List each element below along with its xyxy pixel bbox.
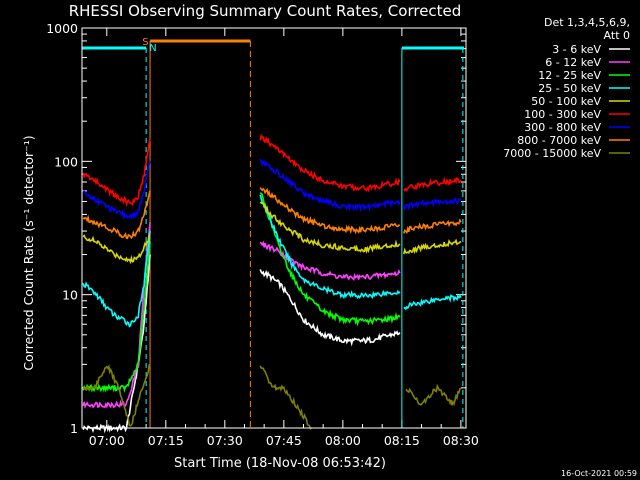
series-line <box>259 133 401 193</box>
legend-header: Det 1,3,4,5,6,9, <box>544 16 630 29</box>
series-line <box>403 238 462 255</box>
series-line <box>259 240 401 281</box>
x-tick-label: 08:15 <box>384 433 420 448</box>
legend-label: 50 - 100 keV <box>531 95 601 108</box>
series-100-300-kev <box>82 133 462 208</box>
x-tick-label: 07:15 <box>148 433 184 448</box>
series-line <box>82 161 151 221</box>
plot-frame <box>81 27 467 429</box>
series-line <box>403 293 462 311</box>
x-axis-label: Start Time (18-Nov-08 06:53:42) <box>174 456 386 471</box>
legend-label: 12 - 25 keV <box>538 69 601 82</box>
x-tick-label: 08:00 <box>325 433 361 448</box>
footer-date: 16-Oct-2021 00:59 <box>561 469 637 478</box>
legend-label: 300 - 800 keV <box>524 121 601 134</box>
series-line <box>403 176 462 193</box>
series-line <box>403 196 462 212</box>
series-line <box>82 231 151 328</box>
legend-label: 800 - 7000 keV <box>517 134 601 147</box>
series-line <box>259 194 401 300</box>
series-7000-15000-kev <box>83 363 462 430</box>
annotation-n: N <box>149 43 156 54</box>
legend-header: Att 0 <box>604 29 630 42</box>
series-25-50-kev <box>82 194 462 328</box>
chart-title: RHESSI Observing Summary Count Rates, Co… <box>69 2 462 20</box>
y-tick-label: 1 <box>70 421 78 436</box>
x-tick-label: 07:45 <box>266 433 302 448</box>
series-line <box>259 192 401 327</box>
series-line <box>403 218 462 235</box>
series-line <box>259 365 312 430</box>
y-tick-label: 1000 <box>46 21 78 36</box>
legend-label: 100 - 300 keV <box>524 108 601 121</box>
series-line <box>82 241 151 393</box>
series-line <box>82 137 151 208</box>
series-50-100-kev <box>82 201 462 265</box>
series-line <box>82 234 151 265</box>
series-line <box>259 269 401 347</box>
legend-label: 6 - 12 keV <box>545 56 601 69</box>
legend-label: 3 - 6 keV <box>552 43 601 56</box>
series-line <box>259 158 401 213</box>
y-axis-label: Corrected Count Rate (s⁻¹ detector⁻¹) <box>21 135 36 370</box>
series-line <box>259 201 401 255</box>
x-tick-label: 08:30 <box>443 433 479 448</box>
legend-label: 25 - 50 keV <box>538 82 601 95</box>
series-line <box>82 222 151 409</box>
series-line <box>82 190 151 240</box>
legend-label: 7000 - 15000 keV <box>503 147 601 160</box>
series-line <box>405 383 462 407</box>
y-tick-label: 100 <box>54 154 78 169</box>
annotation-s: S <box>142 37 148 48</box>
y-tick-label: 10 <box>62 288 78 303</box>
series-line <box>259 187 401 235</box>
x-tick-label: 07:00 <box>89 433 125 448</box>
series-800-7000-kev <box>82 187 462 240</box>
series-3-6-kev <box>82 254 401 434</box>
series-line <box>83 363 151 427</box>
series-12-25-kev <box>82 192 401 393</box>
series-300-800-kev <box>82 158 462 221</box>
x-tick-label: 07:30 <box>207 433 243 448</box>
